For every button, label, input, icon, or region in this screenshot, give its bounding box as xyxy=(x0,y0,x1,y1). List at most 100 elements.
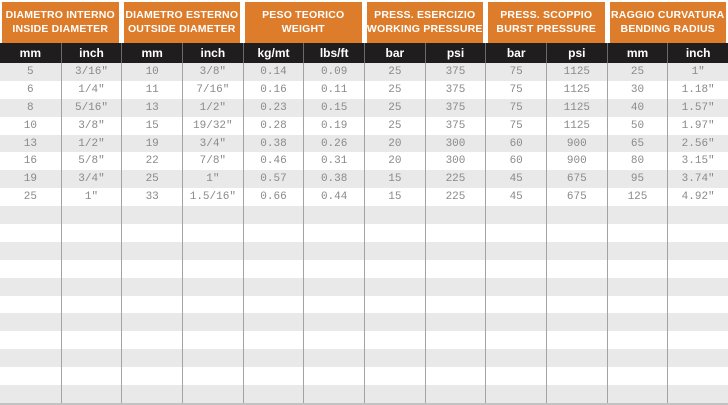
table-cell xyxy=(546,331,607,350)
unit-header-cell: mm xyxy=(121,43,182,63)
table-cell: 0.26 xyxy=(303,134,364,153)
table-cell xyxy=(364,259,425,278)
table-cell: 60 xyxy=(485,134,546,153)
table-cell: 5/8" xyxy=(60,152,122,171)
table-cell xyxy=(121,367,182,386)
table-cell: 1125 xyxy=(546,116,607,135)
unit-header-cell: psi xyxy=(424,43,486,63)
table-cell: 4.92" xyxy=(667,188,728,207)
table-cell xyxy=(606,224,668,242)
table-cell: 19/32" xyxy=(182,116,243,135)
empty-table-row xyxy=(0,277,728,296)
table-cell xyxy=(606,241,668,260)
table-cell xyxy=(606,259,668,278)
table-cell: 0.23 xyxy=(242,98,304,117)
table-cell xyxy=(242,385,304,403)
table-cell: 19 xyxy=(121,134,182,153)
table-cell: 40 xyxy=(606,98,668,117)
group-title-italian: PRESS. ESERCIZIO xyxy=(374,8,476,21)
table-cell xyxy=(546,349,607,368)
table-cell: 1.5/16" xyxy=(182,188,243,207)
table-cell: 1/2" xyxy=(182,98,243,117)
table-cell xyxy=(242,224,304,242)
table-row: 16 5/8" 22 7/8" 0.46 0.31 20 300 60 900 80 3.15" xyxy=(0,152,728,171)
group-title-italian: PESO TEORICO xyxy=(262,8,345,21)
group-title-english: BENDING RADIUS xyxy=(620,22,715,35)
table-cell xyxy=(303,295,364,314)
table-cell: 75 xyxy=(485,116,546,135)
table-cell xyxy=(364,313,425,332)
table-cell xyxy=(424,277,486,296)
table-cell: 6 xyxy=(27,83,34,96)
unit-header-cell: psi xyxy=(546,43,607,63)
table-cell xyxy=(242,349,304,368)
group-title-english: INSIDE DIAMETER xyxy=(12,22,109,35)
group-title-english: OUTSIDE DIAMETER xyxy=(127,22,236,35)
table-cell: 225 xyxy=(424,170,486,189)
table-cell xyxy=(121,206,182,225)
table-cell xyxy=(424,295,486,314)
empty-table-row xyxy=(0,313,728,332)
table-cell xyxy=(182,206,243,225)
table-cell xyxy=(546,385,607,403)
unit-header-cell: kg/mt xyxy=(242,43,304,63)
table-cell: 0.38 xyxy=(242,134,304,153)
table-cell: 15 xyxy=(364,188,425,207)
table-cell: 375 xyxy=(424,98,486,117)
empty-table-row xyxy=(0,385,728,403)
table-cell: 20 xyxy=(364,152,425,171)
table-cell xyxy=(182,295,243,314)
column-group-header: RAGGIO CURVATURA BENDING RADIUS xyxy=(609,2,726,43)
table-cell: 10 xyxy=(121,63,182,81)
table-cell xyxy=(0,349,61,367)
table-cell: 1125 xyxy=(546,98,607,117)
table-cell: 25 xyxy=(121,170,182,189)
table-body: 5 3/16" 10 3/8" 0.14 0.09 25 375 75 1125 25 1" 6 1/4"… xyxy=(0,63,728,403)
table-cell xyxy=(182,277,243,296)
unit-header-cell: bar xyxy=(364,43,425,63)
table-cell xyxy=(364,277,425,296)
table-cell: 13 xyxy=(121,98,182,117)
table-cell xyxy=(485,313,546,332)
table-cell: 11 xyxy=(121,80,182,99)
table-row: 19 3/4" 25 1" 0.57 0.38 15 225 45 675 95 3.74" xyxy=(0,170,728,189)
table-cell xyxy=(121,241,182,260)
table-cell: 0.44 xyxy=(303,188,364,207)
table-cell: 1/2" xyxy=(60,134,122,153)
table-cell: 7/16" xyxy=(182,80,243,99)
table-cell xyxy=(121,349,182,368)
table-cell: 16 xyxy=(23,155,37,168)
table-cell xyxy=(546,313,607,332)
table-cell: 0.14 xyxy=(242,63,304,81)
table-cell xyxy=(0,313,61,331)
table-cell xyxy=(242,259,304,278)
table-cell: 1" xyxy=(60,188,122,207)
table-cell: 675 xyxy=(546,170,607,189)
table-cell xyxy=(667,241,728,260)
table-cell: 3/16" xyxy=(60,63,122,81)
unit-header-cell: lbs/ft xyxy=(303,43,364,63)
table-cell: 1" xyxy=(667,63,728,81)
table-cell xyxy=(60,206,122,225)
table-cell xyxy=(424,385,486,403)
table-cell: 2.56" xyxy=(667,134,728,153)
group-title-italian: DIAMETRO ESTERNO xyxy=(125,8,239,21)
table-cell: 20 xyxy=(364,134,425,153)
empty-table-row xyxy=(0,331,728,350)
empty-table-row xyxy=(0,224,728,242)
table-cell: 1.18" xyxy=(667,80,728,99)
table-cell: 75 xyxy=(485,98,546,117)
table-cell xyxy=(424,224,486,242)
table-cell xyxy=(0,385,61,403)
table-cell: 3.15" xyxy=(667,152,728,171)
table-cell xyxy=(182,224,243,242)
table-row: 13 1/2" 19 3/4" 0.38 0.26 20 300 60 900 65 2.56" xyxy=(0,134,728,153)
column-group-header: DIAMETRO INTERNO INSIDE DIAMETER xyxy=(2,2,119,43)
table-cell: 5 xyxy=(27,65,34,78)
empty-table-row xyxy=(0,241,728,260)
table-cell xyxy=(303,331,364,350)
table-cell: 25 xyxy=(606,63,668,81)
table-cell xyxy=(364,331,425,350)
table-cell: 0.19 xyxy=(303,116,364,135)
table-cell: 33 xyxy=(121,188,182,207)
